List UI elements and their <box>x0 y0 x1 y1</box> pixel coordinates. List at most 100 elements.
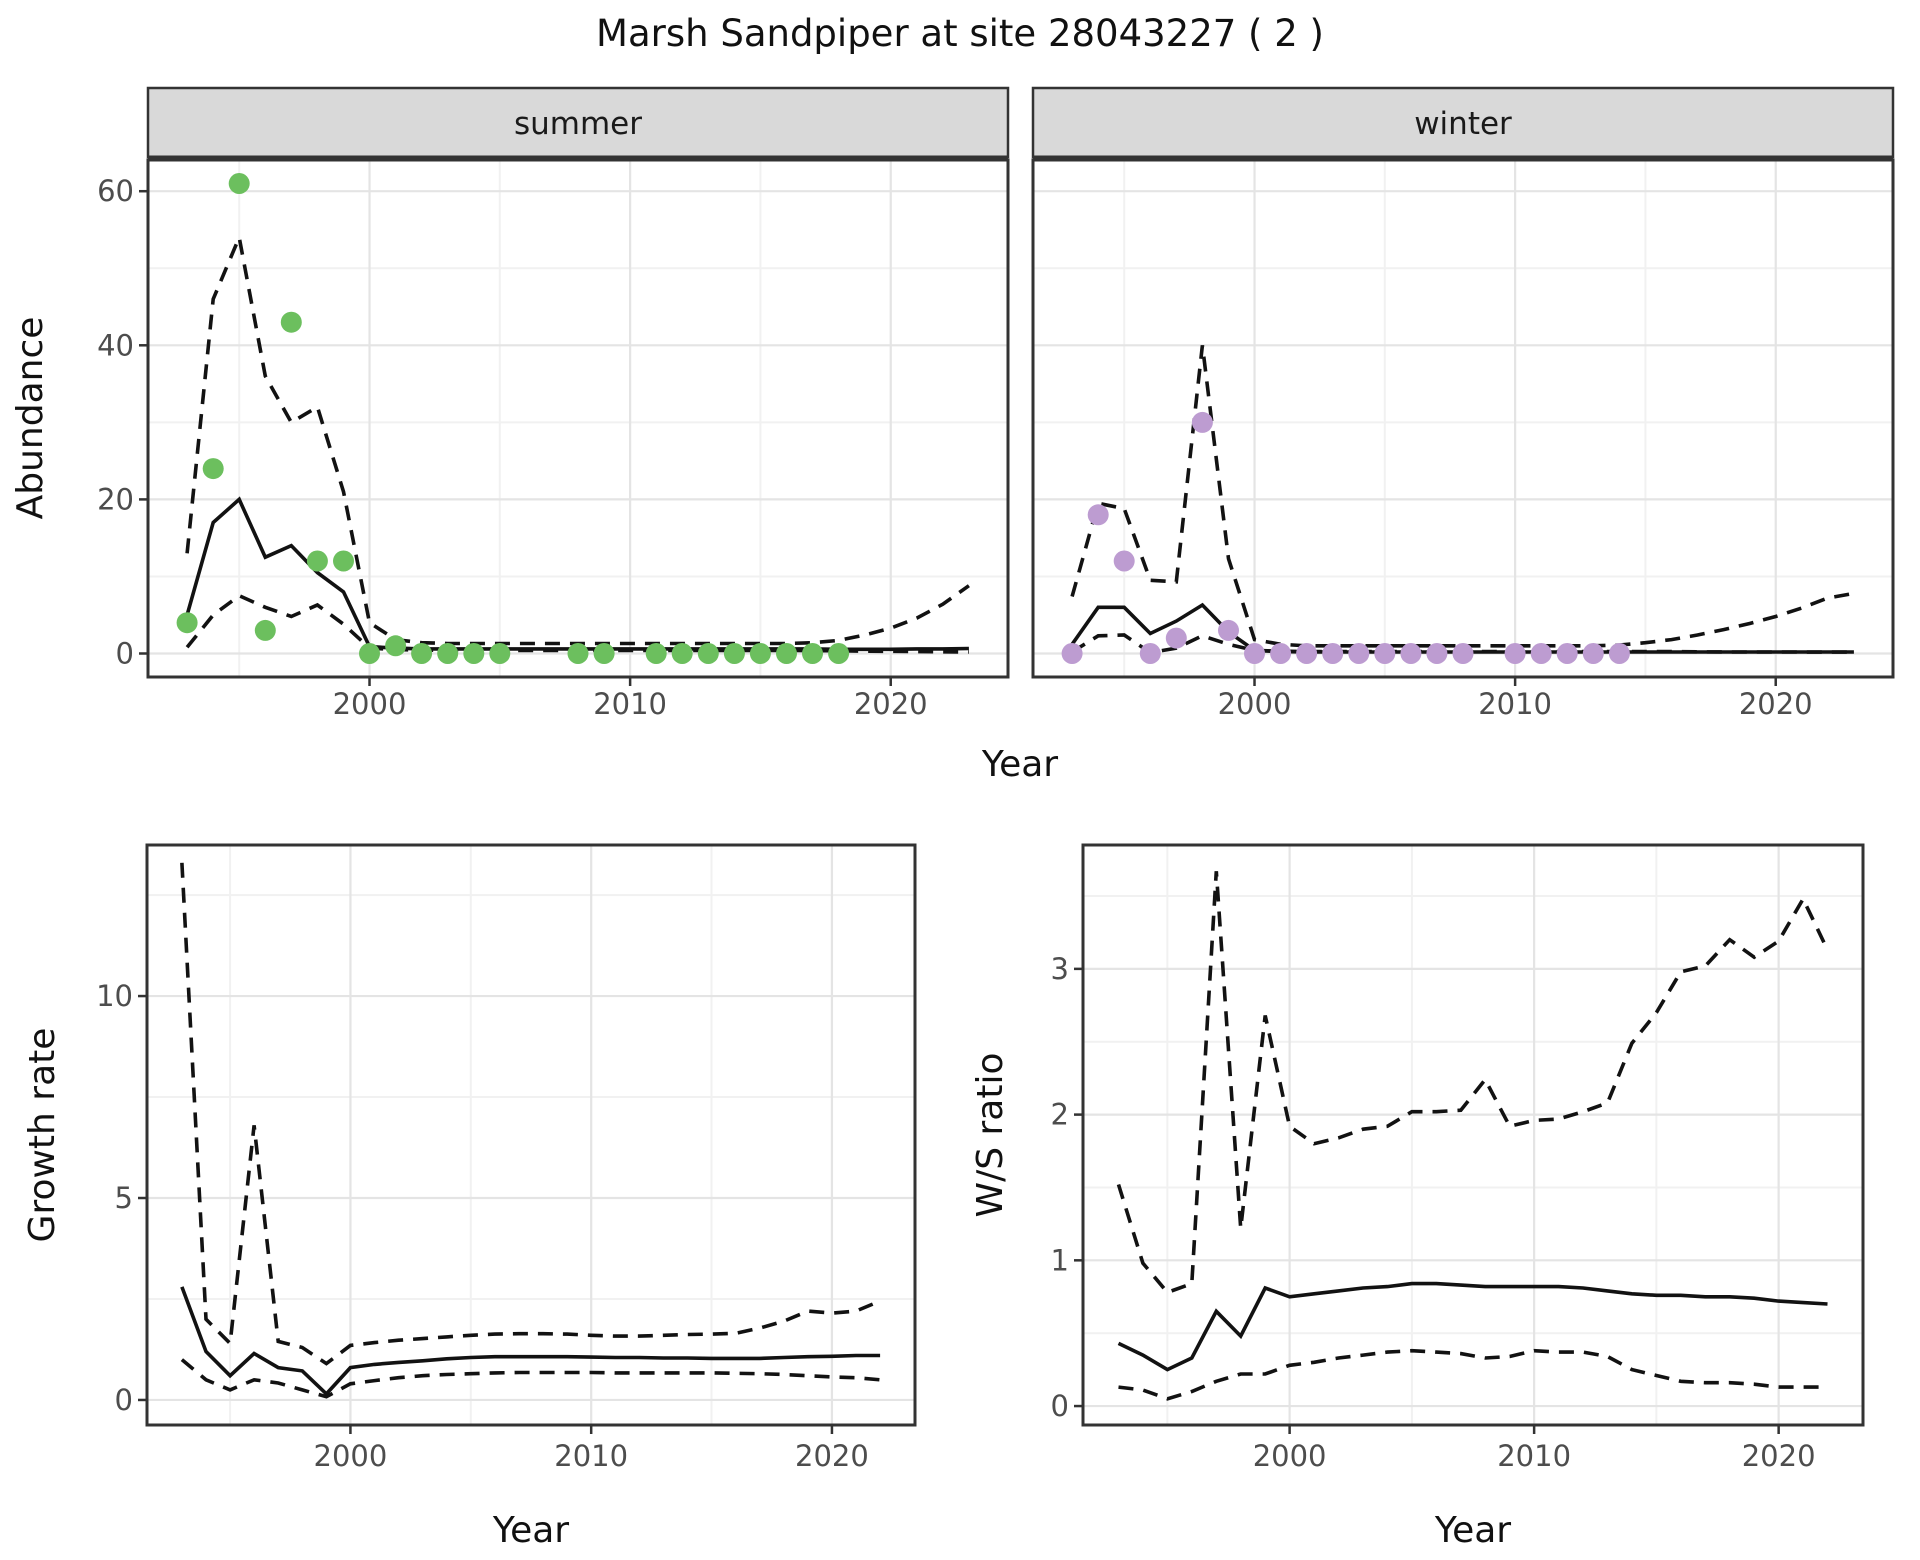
y-tick-label: 1 <box>1051 1243 1069 1277</box>
data-point <box>697 643 719 664</box>
y-tick-label: 0 <box>116 637 134 671</box>
x-axis-title-year-bottom-left: Year <box>492 1510 569 1551</box>
data-point <box>202 458 224 480</box>
facet-strip-summer <box>146 86 1010 159</box>
panel-background <box>1033 160 1893 677</box>
x-tick-label: 2000 <box>314 1439 388 1473</box>
y-tick-label: 20 <box>97 482 134 516</box>
data-point <box>280 311 302 333</box>
data-point <box>1191 411 1213 433</box>
data-point <box>1139 643 1161 664</box>
data-point <box>645 643 667 664</box>
y-tick-label: 60 <box>97 174 134 208</box>
data-point <box>306 550 328 572</box>
panel-border <box>1081 843 1865 1427</box>
data-point <box>1244 643 1265 664</box>
data-point <box>385 635 407 657</box>
y-tick-label: 5 <box>115 1181 133 1215</box>
data-point <box>1061 643 1083 664</box>
panel-abundance-summer: 2000 2010 2020 0 20 40 60 <box>97 158 1010 721</box>
facet-strip-summer-label: summer <box>514 106 642 142</box>
x-tick-label: 2000 <box>1218 687 1292 721</box>
data-point <box>359 643 380 664</box>
data-point <box>1087 504 1109 526</box>
data-point <box>828 643 850 664</box>
x-axis-title-year-bottom-right: Year <box>1434 1510 1511 1551</box>
x-axis-title-year-top: Year <box>981 744 1058 785</box>
series-observed-counts-points <box>176 173 850 664</box>
series-ci-lower-dashed-line <box>180 1358 881 1399</box>
x-tick-label: 2000 <box>1253 1439 1327 1473</box>
panel-border <box>145 843 917 1427</box>
y-tick-label: 2 <box>1051 1098 1069 1132</box>
facet-strip-winter <box>1031 86 1895 159</box>
data-point <box>1452 643 1474 664</box>
data-point <box>1582 643 1604 664</box>
data-point <box>228 173 250 194</box>
series-modelled-mean-solid-line <box>180 1286 881 1397</box>
data-point <box>1165 627 1187 649</box>
y-tick-label: 40 <box>97 328 134 362</box>
y-axis-title-ws-ratio: W/S ratio <box>970 1052 1011 1217</box>
series-ci-upper-dashed-line <box>1070 345 1855 648</box>
panel-ws-ratio: 2000 2010 2020 0 1 2 3 <box>1051 843 1865 1473</box>
y-tick-label: 3 <box>1051 952 1069 986</box>
series-observed-counts-points <box>1061 411 1630 664</box>
x-tick-label: 2010 <box>554 1439 628 1473</box>
data-point <box>1348 643 1370 664</box>
data-point <box>1426 643 1448 664</box>
y-axis-title-abundance: Abundance <box>10 317 51 520</box>
data-point <box>1218 619 1239 641</box>
data-point <box>333 550 354 572</box>
data-point <box>567 643 589 664</box>
data-point <box>723 643 745 664</box>
x-tick-label: 2020 <box>795 1439 869 1473</box>
x-tick-label: 2020 <box>1742 1439 1816 1473</box>
data-point <box>463 643 485 664</box>
series-ci-lower-dashed-line <box>1118 1348 1828 1401</box>
data-point <box>1530 643 1552 664</box>
x-tick-label: 2010 <box>1497 1439 1571 1473</box>
panel-background <box>147 845 915 1425</box>
data-point <box>1270 643 1292 664</box>
x-tick-label: 2000 <box>333 687 407 721</box>
series-ci-upper-dashed-line <box>1116 871 1830 1295</box>
data-point <box>1322 643 1344 664</box>
y-tick-label: 0 <box>1051 1389 1069 1423</box>
data-point <box>437 643 459 664</box>
data-point <box>254 619 276 641</box>
y-axis-title-growth-rate: Growth rate <box>22 1028 63 1243</box>
data-point <box>1296 643 1318 664</box>
series-modelled-mean-solid-line <box>1117 1281 1828 1372</box>
data-point <box>1113 550 1135 572</box>
data-point <box>411 643 433 664</box>
data-point <box>749 643 771 664</box>
data-point <box>593 643 615 664</box>
data-point <box>671 643 693 664</box>
data-point <box>1608 643 1630 664</box>
y-tick-label: 10 <box>96 979 133 1013</box>
panel-growth-rate: 2000 2010 2020 0 5 10 <box>96 843 917 1473</box>
data-point <box>1556 643 1578 664</box>
data-point <box>1374 643 1396 664</box>
data-point <box>776 643 797 664</box>
data-point <box>1400 643 1422 664</box>
panel-background <box>1083 845 1863 1425</box>
data-point <box>1504 643 1526 664</box>
panel-background <box>148 160 1008 677</box>
x-tick-label: 2010 <box>1478 687 1552 721</box>
figure-title: Marsh Sandpiper at site 28043227 ( 2 ) <box>596 12 1324 55</box>
x-tick-label: 2020 <box>1739 687 1813 721</box>
data-point <box>802 643 823 664</box>
x-tick-label: 2010 <box>593 687 667 721</box>
data-point <box>489 643 511 664</box>
facet-strip-winter-label: winter <box>1414 106 1512 142</box>
y-tick-label: 0 <box>115 1383 133 1417</box>
data-point <box>176 612 198 634</box>
x-tick-label: 2020 <box>854 687 928 721</box>
series-ci-upper-dashed-line <box>180 862 881 1366</box>
panel-abundance-winter: 2000 2010 2020 <box>1031 158 1895 721</box>
